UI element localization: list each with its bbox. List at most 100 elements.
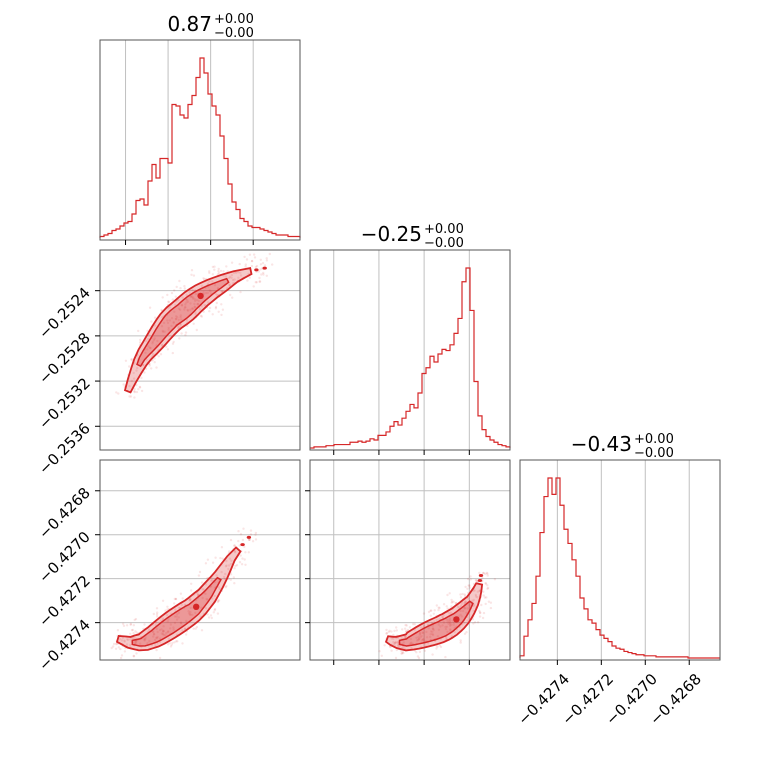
panel-2-1-sample-point — [468, 584, 471, 587]
panel-2-0-sample-point — [152, 632, 156, 636]
panel-2-1-sample-point — [380, 654, 383, 657]
panel-1-0-sample-point — [237, 276, 240, 279]
panel-2-1-sample-point — [435, 618, 438, 622]
panel-2-1-sample-point — [487, 600, 491, 603]
panel-2-1-sample-point — [404, 623, 407, 627]
panel-1-0-sample-point — [208, 270, 211, 273]
panel-1-0-sample-point — [202, 291, 205, 294]
panel-1-0-sample-point — [147, 345, 150, 348]
panel-2-0-sample-point — [155, 621, 158, 624]
panel-2-0-sample-point — [187, 610, 190, 613]
panel-2-1-sample-point — [383, 644, 386, 647]
panel-1-0-sample-point — [217, 267, 220, 271]
ticks-layer: −0.2524−0.2528−0.2532−0.2536−0.4268−0.42… — [35, 240, 705, 729]
panel-2-1-sample-point — [437, 606, 440, 609]
panel-2-0-sample-point — [129, 622, 133, 626]
panel-2-0-sample-point — [146, 641, 149, 645]
panel-2-1-sample-point — [474, 593, 477, 597]
panel-1-0-sample-point — [138, 385, 141, 389]
panel-1-0-sample-point — [220, 290, 223, 293]
panel-2-0-sample-point — [152, 612, 155, 616]
panel-2-1-density-contour-inner — [398, 600, 474, 647]
panel-2-1-sample-point — [447, 622, 450, 625]
panel-1-0-sample-point — [177, 318, 180, 322]
panel-2-0-sample-point — [143, 639, 146, 642]
panel-2-1-sample-point — [418, 650, 422, 654]
panel-1-0-sample-point — [148, 306, 152, 309]
panel-1-0-sample-point — [194, 311, 197, 314]
panel-1-0-sample-point — [142, 363, 145, 367]
panel-2-1-sample-point — [433, 620, 436, 623]
panel-2-0-sample-point — [158, 656, 162, 660]
panel-2-0-sample-point — [216, 612, 220, 615]
panel-2-1-sample-point — [431, 630, 434, 633]
panel-1-0-sample-point — [172, 321, 175, 325]
panel-2-1-sample-point — [450, 605, 453, 608]
panel-2-0-sample-point — [117, 646, 121, 649]
panel-2-0-sample-point — [155, 648, 158, 652]
panel-1-0-sample-point — [188, 291, 191, 294]
panel-1-0-sample-point — [161, 329, 164, 333]
panel-1-0-sample-point — [173, 310, 176, 313]
panel-1-0-sample-point — [203, 278, 206, 281]
panel-2-1-sample-point — [449, 611, 453, 614]
panel-2-1-sample-point — [392, 640, 395, 644]
panel-2-0-sample-point — [229, 578, 232, 581]
panel-2-1-sample-point — [431, 627, 435, 630]
panel-2-1-sample-point — [436, 635, 439, 638]
panel-2-0-sample-point — [214, 556, 217, 559]
panel-2-0-sample-point — [197, 593, 200, 596]
panel-2-1-sample-point — [385, 628, 388, 632]
panel-2-1-sample-point — [390, 649, 393, 652]
panel-2-0-sample-point — [131, 636, 134, 640]
panel-2-0-sample-point — [229, 562, 233, 566]
panel-2-0-sample-point — [143, 638, 146, 641]
panel-1-0-sample-point — [230, 261, 234, 264]
panel-2-1-sample-point — [429, 614, 432, 617]
panel-1-1-histogram-step — [310, 267, 511, 449]
panel-1-0-sample-point — [255, 264, 259, 268]
panel-2-0-sample-point — [205, 597, 208, 601]
panel-2-0-sample-point — [166, 608, 169, 611]
panel-1-0-sample-point — [217, 271, 221, 274]
panel-1-0-sample-point — [215, 301, 218, 305]
panel-2-1-sample-point — [439, 645, 443, 649]
panel-2-0-sample-point — [211, 561, 215, 564]
panel-1-0-sample-point — [146, 348, 149, 351]
panel-1-0-sample-point — [174, 318, 178, 321]
panel-2-1-sample-point — [489, 606, 493, 610]
panel-2-0-sample-point — [249, 533, 253, 536]
panel-2-1-frame — [309, 459, 511, 661]
panel-1-0-sample-point — [228, 283, 232, 286]
panel-2-0-sample-point — [243, 545, 246, 548]
panel-1-0-sample-point — [199, 314, 203, 317]
panel-2-1-sample-point — [484, 572, 487, 576]
panel-1-0-sample-point — [179, 316, 182, 319]
panel-2-0-sample-point — [173, 602, 176, 605]
panel-2-1-sample-point — [429, 630, 433, 633]
panel-2-0-sample-point — [220, 570, 223, 574]
panel-2-0-sample-point — [175, 618, 179, 621]
panel-1-0-sample-point — [230, 276, 233, 279]
panel-1-0-sample-point — [250, 259, 254, 263]
panel-1-0-sample-point — [268, 252, 271, 256]
panel-2-0-sample-point — [179, 621, 183, 625]
panel-2-0-sample-point — [115, 643, 118, 646]
panel-1-0-density-contour-outer — [123, 267, 253, 394]
panel-2-0-sample-point — [204, 583, 208, 586]
panel-2-1-sample-point — [420, 634, 423, 638]
panel-1-0-sample-point — [214, 307, 218, 310]
panel-2-1-sample-point — [467, 597, 470, 600]
panel-2-1-sample-point — [463, 593, 466, 596]
panel-1-0-sample-point — [200, 284, 204, 287]
panel-2-0-sample-point — [225, 559, 228, 563]
marks-layer — [99, 57, 720, 660]
panel-2-0-sample-point — [167, 630, 170, 633]
panel-2-1-sample-point — [465, 611, 468, 614]
panel-2-0-sample-point — [211, 597, 214, 600]
panel-1-0-sample-point — [221, 290, 224, 293]
panel-2-0-sample-point — [248, 538, 251, 541]
panel-2-0-sample-point — [244, 551, 247, 554]
panel-1-0-sample-point — [191, 307, 195, 310]
